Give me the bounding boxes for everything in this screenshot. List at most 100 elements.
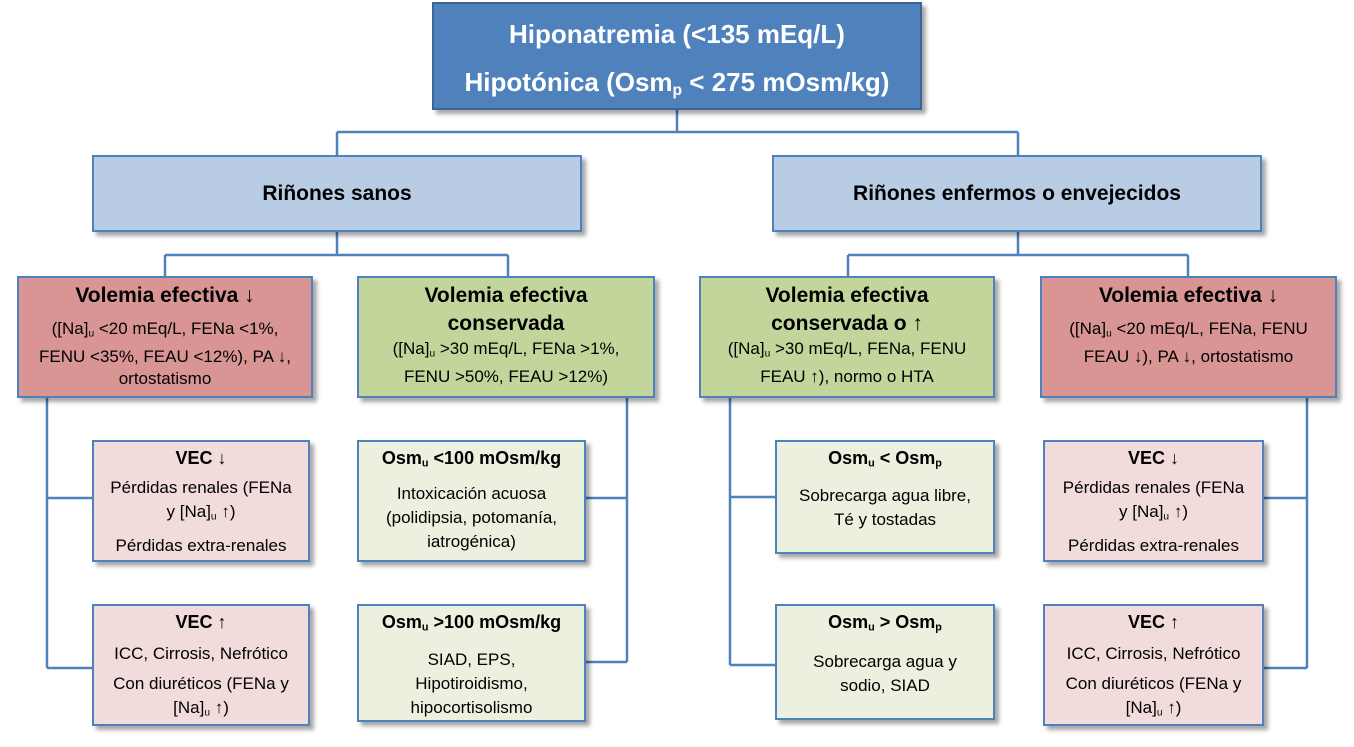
root-line2-sub: p <box>672 81 683 99</box>
root-line2-tail: < 275 mOsm/kg) <box>682 67 890 97</box>
col1-detail-b: <20 mEq/L, FENa <1%, <box>94 319 279 338</box>
col2-detail-a: ([Na] <box>392 339 430 358</box>
col3-osm-less-box: Osmu < Osmp Sobrecarga agua libre, Té y … <box>775 440 995 554</box>
col2-box2-line3: hipocortisolismo <box>410 697 533 717</box>
col4-detail-line2: FEAU ↓), PA ↓, ortostatismo <box>1083 346 1294 366</box>
col4-vec-low-box: VEC ↓ Pérdidas renales (FENa y [Na]u ↑) … <box>1043 440 1264 562</box>
col3-box1-title-b: < Osm <box>874 448 936 468</box>
col1-detail-line1: ([Na]u <20 mEq/L, FENa <1%, <box>19 318 311 346</box>
col4-box2-line1: ICC, Cirrosis, Nefrótico <box>1066 644 1241 663</box>
col3-detail-line2: FEAU ↑), normo o HTA <box>760 366 934 386</box>
connector-right <box>846 232 1190 276</box>
col3-box1-title-a: Osm <box>828 448 869 468</box>
col3-box1-title-sub2: p <box>935 457 942 470</box>
col2-box1-title-sub: u <box>421 457 429 470</box>
col1-header: Volemia efectiva ↓ ([Na]u <20 mEq/L, FEN… <box>17 276 313 398</box>
col4-header-title: Volemia efectiva ↓ <box>1098 284 1279 307</box>
col2-detail-line2: FENU >50%, FEAU >12%) <box>403 366 609 386</box>
col2-header-title2: conservada <box>447 312 565 335</box>
col1-box2-line2: Con diuréticos (FENa y <box>113 674 289 693</box>
col4-box2-line3: [Na]u ↑) <box>1045 696 1262 726</box>
col3-detail-b: >30 mEq/L, FENa, FENU <box>770 339 967 358</box>
col4-box1-line2: y [Na]u ↑) <box>1045 500 1262 530</box>
col1-box2-line1: ICC, Cirrosis, Nefrótico <box>114 644 288 663</box>
col3-box2-line2: sodio, SIAD <box>840 675 930 695</box>
col4-vec-high-box: VEC ↑ ICC, Cirrosis, Nefrótico Con diuré… <box>1043 604 1264 726</box>
root-line1: Hiponatremia (<135 mEq/L) <box>509 19 845 49</box>
connector-col3 <box>728 398 775 667</box>
col3-box2-title-sub2: p <box>935 621 942 634</box>
col1-detail-line2: FENU <35%, FEAU <12%), PA ↓, <box>39 346 291 366</box>
col2-box2-title-a: Osm <box>381 612 422 632</box>
col3-header-title2: conservada o ↑ <box>771 312 923 335</box>
col2-box1-line1: Intoxicación acuosa <box>396 483 547 503</box>
col1-box1-l2b: ↑) <box>216 502 236 521</box>
col3-header: Volemia efectiva conservada o ↑ ([Na]u >… <box>699 276 995 398</box>
col2-box1-title-a: Osm <box>381 448 422 468</box>
connector-left <box>163 232 510 276</box>
col2-box1-line3: iatrogénica) <box>427 531 516 551</box>
col2-box2-title: Osmu >100 mOsm/kg <box>359 610 584 640</box>
col3-box1-title-sub1: u <box>868 457 875 470</box>
branch-healthy-kidneys: Riñones sanos <box>92 155 582 232</box>
col4-detail-line1: ([Na]u <20 mEq/L, FENa, FENU <box>1042 318 1335 346</box>
col1-detail-line3: ortostatismo <box>118 368 212 388</box>
col2-header-title1: Volemia efectiva <box>424 284 588 307</box>
col2-box2-title-b: >100 mOsm/kg <box>428 612 562 632</box>
col2-box2-title-sub: u <box>421 621 429 634</box>
col4-box2-l3a: [Na] <box>1125 698 1157 717</box>
col3-detail-a: ([Na] <box>727 339 765 358</box>
col1-detail-sub: u <box>88 328 95 340</box>
col1-header-title: Volemia efectiva ↓ <box>75 284 255 307</box>
col2-box2-line1: SIAD, EPS, <box>427 649 516 669</box>
col1-box2-line3: [Na]u ↑) <box>94 696 308 726</box>
col1-box1-line2: y [Na]u ↑) <box>94 500 308 530</box>
col4-box1-l2sub: u <box>1163 511 1170 523</box>
col4-detail-b: <20 mEq/L, FENa, FENU <box>1111 319 1308 338</box>
col3-box2-title: Osmu > Osmp <box>777 610 993 640</box>
col1-box2-l3a: [Na] <box>173 698 205 717</box>
col1-box2-title: VEC ↑ <box>175 612 227 632</box>
col4-header: Volemia efectiva ↓ ([Na]u <20 mEq/L, FEN… <box>1040 276 1337 398</box>
branch-diseased-title: Riñones enfermos o envejecidos <box>853 181 1181 205</box>
col2-box2-line2: Hipotiroidismo, <box>415 673 528 693</box>
col3-box1-line1: Sobrecarga agua libre, <box>798 485 971 505</box>
col3-box1-title: Osmu < Osmp <box>777 446 993 476</box>
col2-box1-title-b: <100 mOsm/kg <box>428 448 562 468</box>
col3-box2-line1: Sobrecarga agua y <box>813 651 957 671</box>
col1-box2-l3sub: u <box>204 707 210 719</box>
root-box: Hiponatremia (<135 mEq/L) Hipotónica (Os… <box>432 2 922 110</box>
col2-detail-line1: ([Na]u >30 mEq/L, FENa >1%, <box>359 338 653 366</box>
col2-osm-high-box: Osmu >100 mOsm/kg SIAD, EPS, Hipotiroidi… <box>357 604 586 722</box>
col3-box2-title-b: > Osm <box>874 612 936 632</box>
col4-box1-l2a: y [Na] <box>1119 502 1164 521</box>
col1-box1-line1: Pérdidas renales (FENa <box>110 478 292 497</box>
connector-col2 <box>586 398 629 664</box>
col2-header: Volemia efectiva conservada ([Na]u >30 m… <box>357 276 655 398</box>
col1-box1-title: VEC ↓ <box>175 448 227 468</box>
col1-vec-low-box: VEC ↓ Pérdidas renales (FENa y [Na]u ↑) … <box>92 440 310 562</box>
col4-box1-line1: Pérdidas renales (FENa <box>1062 478 1245 497</box>
col4-box2-line2: Con diuréticos (FENa y <box>1065 674 1242 693</box>
connector-root <box>335 110 1020 155</box>
col3-box2-title-a: Osm <box>828 612 869 632</box>
col2-detail-b: >30 mEq/L, FENa >1%, <box>435 339 620 358</box>
col3-osm-greater-box: Osmu > Osmp Sobrecarga agua y sodio, SIA… <box>775 604 995 720</box>
col1-vec-high-box: VEC ↑ ICC, Cirrosis, Nefrótico Con diuré… <box>92 604 310 726</box>
col4-box1-line3: Pérdidas extra-renales <box>1067 535 1240 555</box>
col3-box1-line2: Té y tostadas <box>833 509 937 529</box>
col2-box1-line2: (polidipsia, potomanía, <box>385 507 558 527</box>
col3-detail-line1: ([Na]u >30 mEq/L, FENa, FENU <box>701 338 993 366</box>
col2-box1-title: Osmu <100 mOsm/kg <box>359 446 584 476</box>
col2-osm-low-box: Osmu <100 mOsm/kg Intoxicación acuosa (p… <box>357 440 586 562</box>
col4-box2-title: VEC ↑ <box>1127 612 1179 632</box>
col1-box2-l3b: ↑) <box>209 698 229 717</box>
col3-detail-sub: u <box>764 348 771 360</box>
col4-box2-l3sub: u <box>1156 707 1163 719</box>
branch-diseased-kidneys: Riñones enfermos o envejecidos <box>772 155 1262 232</box>
root-line2: Hipotónica (Osmp < 275 mOsm/kg) <box>434 58 920 115</box>
col4-box1-title: VEC ↓ <box>1127 448 1179 468</box>
connector-col1 <box>45 398 92 670</box>
col4-box2-l3b: ↑) <box>1162 698 1182 717</box>
